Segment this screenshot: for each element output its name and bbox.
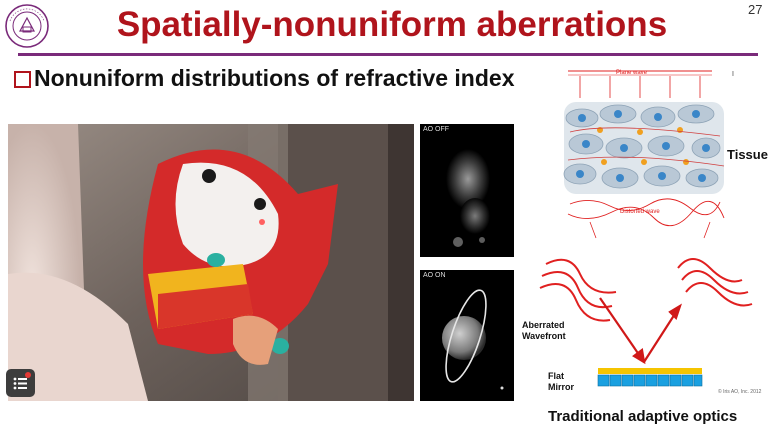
- ao-on-label: AO ON: [423, 272, 446, 279]
- tissue-label: Tissue: [727, 147, 768, 162]
- mirror-label-line2: Mirror: [548, 382, 575, 392]
- university-seal-icon: [5, 4, 49, 48]
- ao-off-label: AO OFF: [423, 126, 450, 133]
- ao-on-image: AO ON: [420, 270, 514, 401]
- copyright-note: © Iris AO, Inc. 2012: [718, 388, 762, 395]
- figure-caption: Traditional adaptive optics: [548, 408, 738, 425]
- distorted-wave-label: Distorted wave: [620, 209, 660, 215]
- flat-mirror-label: Flat Mirror: [548, 371, 574, 393]
- square-bullet-icon: [14, 71, 31, 88]
- svg-text:I: I: [732, 71, 734, 78]
- adaptive-optics-diagram: Plane wave I: [539, 70, 762, 395]
- aberrated-label-line1: Aberrated: [522, 320, 565, 330]
- aberrated-wavefront-label: Aberrated Wavefront: [522, 320, 566, 342]
- page-number: 27: [748, 2, 763, 17]
- flat-label-line1: Flat: [548, 371, 565, 381]
- bullet-heading: Nonuniform distributions of refractive i…: [34, 65, 515, 91]
- menu-list-icon[interactable]: [6, 369, 35, 397]
- toy-video-frame[interactable]: [8, 124, 414, 401]
- plane-wave-label: Plane wave: [616, 70, 648, 76]
- slide-title: Spatially-nonuniform aberrations: [116, 5, 668, 44]
- wavefront-label-line2: Wavefront: [522, 331, 566, 341]
- title-divider: [18, 53, 758, 56]
- ao-off-image: AO OFF: [420, 124, 514, 257]
